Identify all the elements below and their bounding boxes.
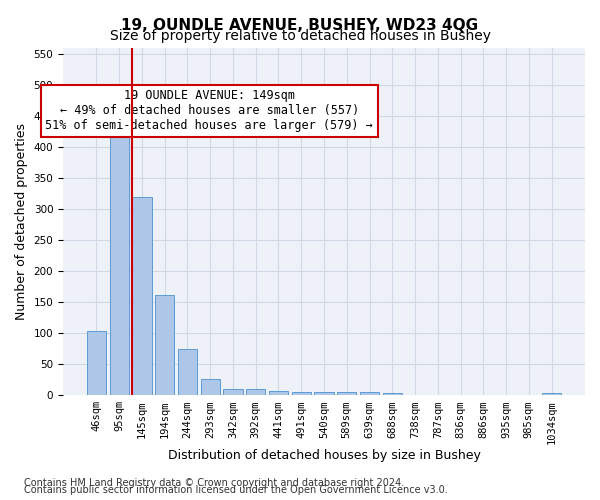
- Bar: [314, 392, 334, 396]
- Bar: [383, 393, 402, 396]
- Bar: [200, 379, 220, 396]
- Bar: [269, 391, 288, 396]
- Bar: [292, 392, 311, 396]
- Bar: [223, 388, 242, 396]
- Bar: [155, 294, 175, 396]
- Bar: [337, 392, 356, 396]
- Text: Contains HM Land Registry data © Crown copyright and database right 2024.: Contains HM Land Registry data © Crown c…: [24, 478, 404, 488]
- Y-axis label: Number of detached properties: Number of detached properties: [15, 123, 28, 320]
- Bar: [178, 348, 197, 396]
- Bar: [110, 130, 129, 396]
- Text: 19, OUNDLE AVENUE, BUSHEY, WD23 4QG: 19, OUNDLE AVENUE, BUSHEY, WD23 4QG: [121, 18, 479, 32]
- Text: Contains public sector information licensed under the Open Government Licence v3: Contains public sector information licen…: [24, 485, 448, 495]
- Text: Size of property relative to detached houses in Bushey: Size of property relative to detached ho…: [110, 29, 491, 43]
- Text: 19 OUNDLE AVENUE: 149sqm
← 49% of detached houses are smaller (557)
51% of semi-: 19 OUNDLE AVENUE: 149sqm ← 49% of detach…: [46, 89, 373, 132]
- X-axis label: Distribution of detached houses by size in Bushey: Distribution of detached houses by size …: [167, 450, 481, 462]
- Bar: [246, 388, 265, 396]
- Bar: [542, 393, 561, 396]
- Bar: [87, 332, 106, 396]
- Bar: [132, 196, 152, 396]
- Bar: [360, 392, 379, 396]
